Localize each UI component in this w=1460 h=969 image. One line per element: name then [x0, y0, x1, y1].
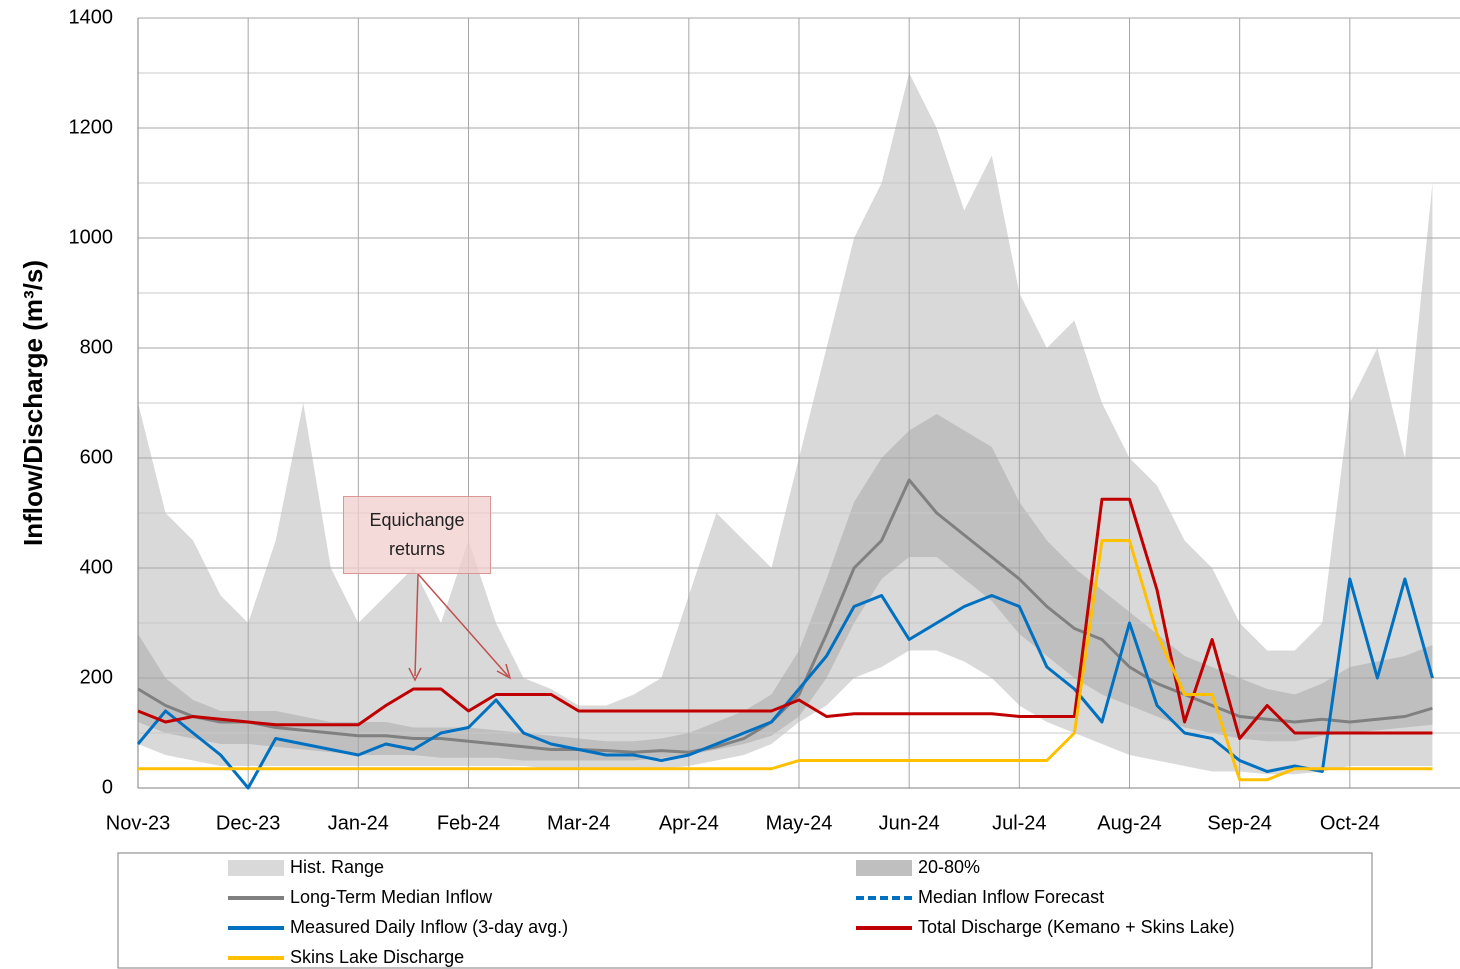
legend-label: Median Inflow Forecast — [918, 887, 1104, 907]
annotation: Equichange returns — [343, 496, 491, 574]
band — [138, 414, 1433, 761]
legend-swatch — [856, 860, 912, 876]
y-axis-label: Inflow/Discharge (m³/s) — [18, 260, 48, 546]
x-tick-label: Jul-24 — [992, 812, 1046, 834]
legend: Hist. Range 20-80% Long-Term Median Inflow… — [228, 857, 1235, 967]
x-tick-label: Sep-24 — [1207, 812, 1272, 834]
y-tick-label: 1200 — [69, 116, 114, 138]
legend-label: Skins Lake Discharge — [290, 947, 464, 967]
y-tick-label: 1000 — [69, 226, 114, 248]
x-tick-label: May-24 — [766, 812, 833, 834]
x-tick-label: Mar-24 — [547, 812, 610, 834]
y-tick-label: 800 — [80, 336, 113, 358]
legend-label: Total Discharge (Kemano + Skins Lake) — [918, 917, 1235, 937]
y-tick-label: 400 — [80, 556, 113, 578]
legend-label: Measured Daily Inflow (3-day avg.) — [290, 917, 568, 937]
x-tick-label: Feb-24 — [437, 812, 500, 834]
series-line — [138, 539, 1433, 782]
arrow — [417, 573, 509, 677]
arrow-head — [496, 663, 512, 680]
x-tick-label: Jan-24 — [328, 812, 389, 834]
arrow — [414, 573, 419, 677]
legend-swatch — [228, 860, 284, 876]
x-tick-label: Dec-23 — [216, 812, 280, 834]
plot-area — [136, 17, 1460, 790]
legend-box — [117, 852, 1373, 969]
legend-label: Long-Term Median Inflow — [290, 887, 493, 907]
y-tick-label: 600 — [80, 446, 113, 468]
x-tick-label: Apr-24 — [659, 812, 719, 834]
x-tick-label: Oct-24 — [1320, 812, 1380, 834]
legend-label: Hist. Range — [290, 857, 384, 877]
x-tick-label: Jun-24 — [879, 812, 940, 834]
y-tick-label: 200 — [80, 666, 113, 688]
x-tick-label: Nov-23 — [106, 812, 170, 834]
series-line — [137, 497, 1433, 740]
band — [138, 73, 1433, 775]
y-tick-label: 1400 — [69, 6, 114, 28]
x-tick-label: Aug-24 — [1097, 812, 1162, 834]
legend-label: 20-80% — [918, 857, 980, 877]
y-tick-label: 0 — [102, 776, 113, 798]
arrow-head — [408, 667, 422, 682]
